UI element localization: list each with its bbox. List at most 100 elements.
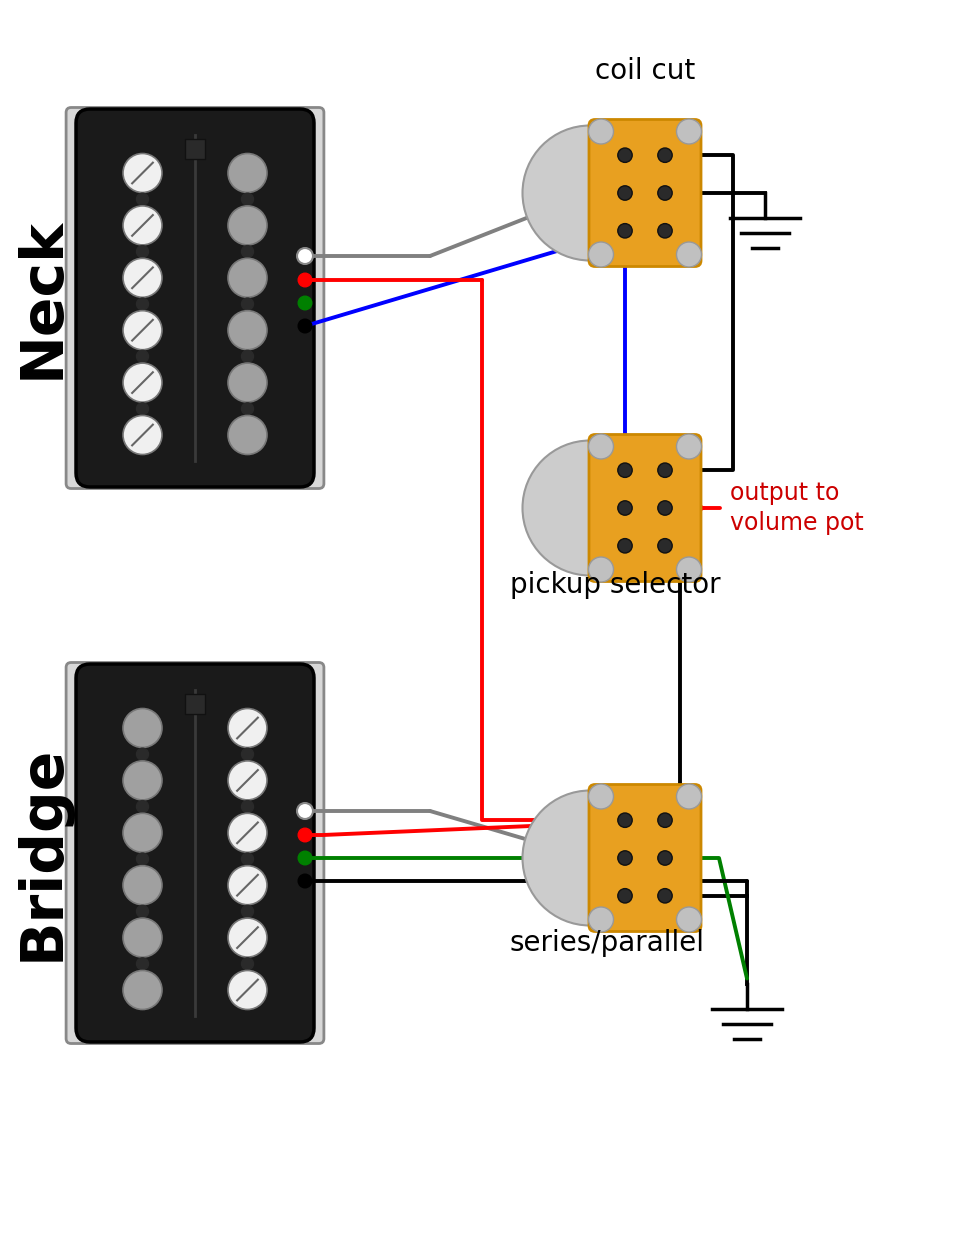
Circle shape	[241, 853, 254, 865]
Circle shape	[136, 298, 149, 309]
Circle shape	[241, 351, 254, 362]
Circle shape	[228, 971, 267, 1010]
Circle shape	[136, 801, 149, 813]
Circle shape	[676, 434, 702, 459]
Circle shape	[658, 464, 672, 477]
Circle shape	[123, 761, 162, 799]
Circle shape	[658, 813, 672, 827]
Circle shape	[589, 119, 613, 144]
Circle shape	[589, 784, 613, 809]
Circle shape	[617, 851, 632, 866]
Circle shape	[228, 416, 267, 455]
Circle shape	[228, 918, 267, 957]
Circle shape	[123, 154, 162, 193]
Circle shape	[241, 193, 254, 205]
Circle shape	[617, 185, 632, 200]
Circle shape	[676, 558, 702, 581]
Circle shape	[617, 148, 632, 163]
Circle shape	[136, 351, 149, 362]
Circle shape	[136, 193, 149, 205]
Circle shape	[241, 906, 254, 917]
FancyBboxPatch shape	[589, 784, 701, 931]
Text: output to
volume pot: output to volume pot	[730, 481, 863, 535]
Circle shape	[123, 363, 162, 402]
Circle shape	[617, 813, 632, 827]
FancyBboxPatch shape	[589, 435, 701, 581]
Circle shape	[241, 748, 254, 761]
Circle shape	[183, 119, 207, 143]
Circle shape	[228, 761, 267, 799]
FancyBboxPatch shape	[76, 664, 314, 1042]
Circle shape	[297, 248, 313, 264]
Circle shape	[658, 501, 672, 515]
Circle shape	[658, 851, 672, 866]
Circle shape	[123, 813, 162, 852]
Circle shape	[617, 223, 632, 238]
Circle shape	[228, 154, 267, 193]
Circle shape	[228, 813, 267, 852]
Circle shape	[123, 258, 162, 297]
Circle shape	[123, 205, 162, 244]
Text: pickup selector: pickup selector	[510, 571, 720, 599]
Circle shape	[228, 205, 267, 244]
Circle shape	[136, 906, 149, 917]
Circle shape	[522, 441, 658, 575]
Circle shape	[658, 888, 672, 903]
Bar	[185, 694, 205, 714]
Circle shape	[241, 957, 254, 970]
Circle shape	[183, 454, 207, 477]
Circle shape	[297, 803, 313, 819]
Circle shape	[298, 828, 312, 842]
Circle shape	[123, 866, 162, 905]
Circle shape	[136, 957, 149, 970]
Circle shape	[136, 402, 149, 415]
Circle shape	[658, 223, 672, 238]
Text: Bridge: Bridge	[14, 744, 71, 961]
Circle shape	[658, 539, 672, 553]
Circle shape	[228, 708, 267, 748]
Circle shape	[676, 907, 702, 932]
Circle shape	[241, 801, 254, 813]
Circle shape	[228, 866, 267, 905]
Text: coil cut: coil cut	[595, 56, 695, 85]
Circle shape	[123, 708, 162, 748]
Text: series/parallel: series/parallel	[510, 928, 705, 957]
Circle shape	[589, 434, 613, 459]
Circle shape	[298, 273, 312, 287]
Circle shape	[298, 296, 312, 309]
FancyBboxPatch shape	[589, 119, 701, 267]
Circle shape	[589, 907, 613, 932]
Circle shape	[676, 784, 702, 809]
Circle shape	[228, 258, 267, 297]
Circle shape	[298, 320, 312, 333]
Circle shape	[123, 416, 162, 455]
Circle shape	[589, 558, 613, 581]
Circle shape	[658, 185, 672, 200]
Circle shape	[228, 363, 267, 402]
FancyBboxPatch shape	[66, 108, 324, 489]
Circle shape	[241, 246, 254, 258]
Circle shape	[183, 674, 207, 698]
Circle shape	[522, 125, 658, 261]
Circle shape	[617, 888, 632, 903]
Circle shape	[617, 501, 632, 515]
Circle shape	[676, 119, 702, 144]
Bar	[185, 139, 205, 159]
Circle shape	[241, 298, 254, 309]
Circle shape	[123, 971, 162, 1010]
Circle shape	[589, 242, 613, 267]
FancyBboxPatch shape	[66, 663, 324, 1044]
Circle shape	[298, 851, 312, 865]
Circle shape	[136, 748, 149, 761]
Circle shape	[658, 148, 672, 163]
Circle shape	[676, 242, 702, 267]
Circle shape	[241, 402, 254, 415]
Circle shape	[183, 1009, 207, 1032]
Circle shape	[298, 875, 312, 888]
Circle shape	[617, 464, 632, 477]
Circle shape	[123, 311, 162, 350]
FancyBboxPatch shape	[76, 109, 314, 487]
Circle shape	[522, 791, 658, 926]
Circle shape	[136, 853, 149, 865]
Circle shape	[123, 918, 162, 957]
